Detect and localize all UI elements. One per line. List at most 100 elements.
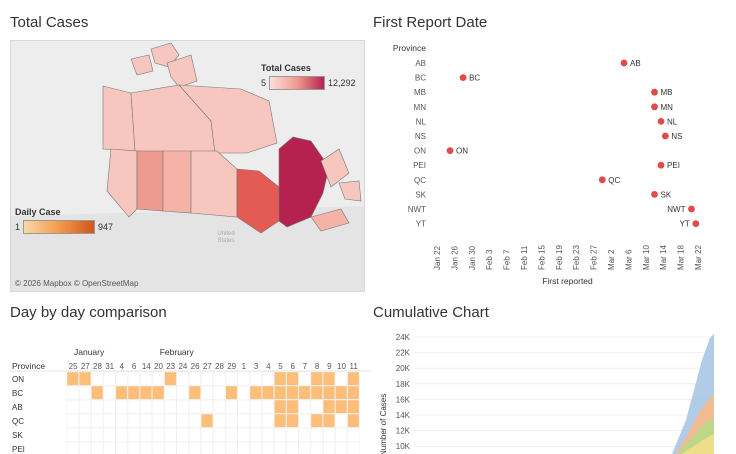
x-tick-label: Mar 2 — [607, 249, 616, 270]
heatmap-cell — [249, 413, 262, 428]
x-tick-label: Feb 19 — [555, 245, 564, 270]
heatmap-cell — [225, 399, 238, 414]
heatmap-province-label: PEI — [12, 445, 25, 454]
dot-label: SK — [661, 190, 672, 199]
x-tick-label: Mar 18 — [677, 245, 686, 270]
heatmap-cell — [322, 371, 336, 386]
heatmap-cell — [66, 399, 79, 414]
heatmap-cell — [188, 371, 201, 386]
day-label: 5 — [278, 362, 283, 371]
us-label: United States — [217, 231, 235, 244]
heatmap-cell — [298, 385, 311, 400]
region-nl-island[interactable] — [338, 180, 362, 202]
heatmap-cell — [176, 385, 189, 400]
heatmap-cell — [261, 371, 275, 386]
heatmap-province-label: QC — [12, 417, 24, 426]
heatmap-cell — [176, 399, 189, 414]
heatmap-cell — [310, 399, 323, 414]
day-label: 31 — [105, 362, 114, 371]
x-tick-label: Mar 6 — [624, 249, 633, 270]
region-maritimes[interactable] — [310, 208, 350, 232]
heatmap-cell — [249, 441, 262, 454]
heatmap-cell — [188, 427, 201, 442]
day-label: 14 — [142, 362, 151, 371]
heatmap-cell — [115, 441, 128, 454]
heatmap-province-label: ON — [12, 375, 24, 384]
heatmap-cell — [298, 413, 311, 428]
heatmap-cell — [91, 385, 104, 400]
heatmap-cell — [237, 441, 250, 454]
dot-label: NL — [667, 117, 678, 126]
heatmap-cell — [127, 413, 140, 428]
heatmap-cell — [286, 441, 299, 454]
heatmap-cell — [213, 427, 226, 442]
heatmap-cell — [286, 371, 299, 386]
report-dot-on — [446, 147, 454, 154]
heatmap-cell — [176, 427, 189, 442]
x-tick-label: Feb 3 — [485, 249, 494, 270]
heatmap-cell — [78, 371, 92, 386]
heatmap-cell — [127, 441, 140, 454]
heatmap-cell — [286, 399, 299, 414]
heatmap-cell — [78, 385, 92, 400]
region-qc[interactable] — [278, 136, 330, 228]
heatmap-cell — [139, 441, 153, 454]
y-tick-label: 18K — [396, 380, 411, 389]
y-tick-label: 22K — [396, 349, 411, 358]
dot-label: BC — [469, 74, 480, 83]
heatmap-cell — [261, 427, 275, 442]
canada-map[interactable]: Total Cases 5 12,292 Daily Case 1 947 Un… — [10, 40, 365, 292]
heatmap-cell — [225, 371, 238, 386]
heatmap-cell — [310, 371, 323, 386]
x-tick-label: Jan 22 — [433, 245, 442, 270]
region-ab[interactable] — [136, 150, 164, 212]
heatmap-cell — [310, 413, 323, 428]
report-dot-yt — [692, 220, 700, 228]
heatmap-cell — [249, 385, 262, 400]
report-dot-qc — [598, 176, 606, 184]
day-label: 6 — [290, 362, 295, 371]
province-label: NWT — [408, 205, 426, 214]
first-report-chart: Province AB AB BC BC MB MB MN MN NL NL NS NS ON ON PEI P… — [372, 40, 734, 292]
y-tick-label: 12K — [396, 427, 411, 436]
total-cases-legend-label: Total Cases — [261, 63, 311, 73]
heatmap-cell — [298, 441, 311, 454]
region-sk[interactable] — [162, 150, 192, 214]
heatmap-cell — [274, 399, 287, 414]
scatter-header: Province — [393, 43, 426, 53]
heatmap-cell — [91, 427, 104, 442]
region-mb[interactable] — [190, 150, 238, 218]
region-nl[interactable] — [320, 148, 350, 188]
region-arctic-island[interactable] — [130, 54, 154, 76]
dot-label: NS — [671, 132, 682, 141]
heatmap-cell — [152, 427, 165, 442]
day-label: 1 — [242, 362, 247, 371]
day-label: 29 — [227, 362, 236, 371]
heatmap-province-label: AB — [12, 403, 23, 412]
y-tick-label: 24K — [396, 333, 411, 342]
heatmap-cell — [66, 427, 79, 442]
map-copyright[interactable]: © 2026 Mapbox © OpenStreetMap — [15, 279, 139, 288]
heatmap-cell — [152, 399, 165, 414]
heatmap-cell — [310, 385, 323, 400]
heatmap-cell — [347, 427, 360, 442]
region-yt[interactable] — [102, 85, 136, 152]
heatmap-cell — [152, 371, 165, 386]
heatmap-cell — [225, 441, 238, 454]
day-label: 23 — [166, 362, 175, 371]
day-label: 27 — [203, 362, 212, 371]
heatmap-cell — [274, 413, 287, 428]
y-tick-label: 14K — [396, 411, 411, 420]
province-label: BC — [415, 74, 426, 83]
heatmap-cell — [188, 441, 201, 454]
heatmap-cell — [249, 399, 262, 414]
dot-label: PEI — [667, 161, 680, 170]
dot-label: MN — [661, 103, 674, 112]
region-bc[interactable] — [106, 148, 138, 218]
heatmap-cell — [164, 413, 177, 428]
region-nu[interactable] — [178, 84, 278, 154]
province-label: NS — [415, 132, 426, 141]
heatmap-cell — [188, 385, 201, 400]
heatmap-cell — [200, 371, 214, 386]
region-arctic-island[interactable] — [166, 54, 198, 88]
